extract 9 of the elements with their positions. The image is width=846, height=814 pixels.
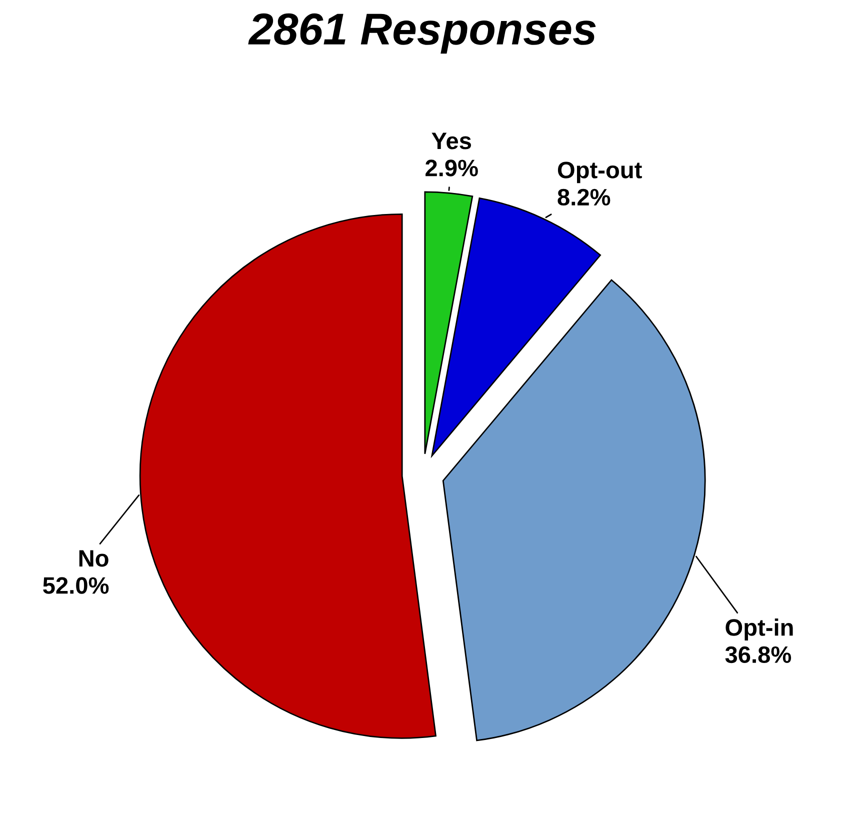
slice-label: Opt-out [558, 162, 642, 184]
data-label: 52.0% [43, 577, 109, 594]
slice-label: Yes [432, 132, 472, 150]
legend-label: Opt-in [726, 618, 793, 641]
chart-title: 2861 Responses [248, 13, 596, 54]
data-label: 2.9% [426, 160, 478, 176]
slice-label: No [79, 550, 108, 567]
data-label: 8.2% [558, 188, 610, 206]
data-label: 36.8% [725, 646, 792, 664]
